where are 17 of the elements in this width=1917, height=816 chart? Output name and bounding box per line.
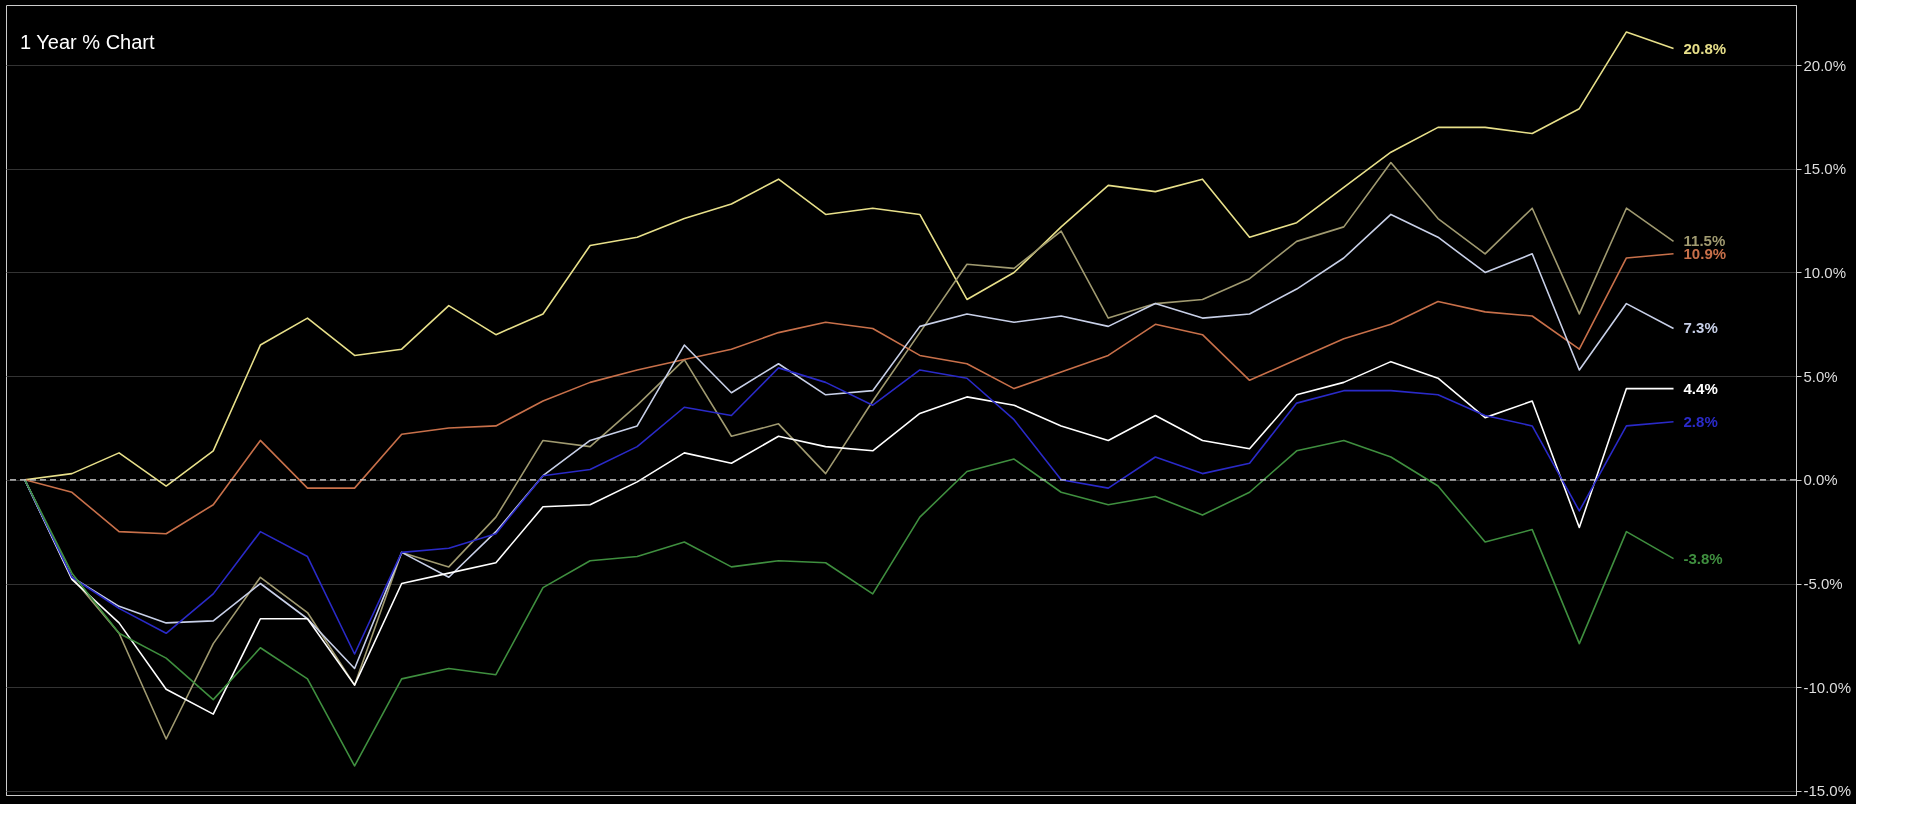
y-tick-label: -15.0%	[1803, 782, 1852, 800]
data-label: 2.8%	[1683, 412, 1718, 430]
y-tick-label: 15.0%	[1803, 160, 1847, 178]
y-tick-label: 0.0%	[1803, 471, 1838, 489]
y-tick-label: 10.0%	[1803, 263, 1847, 281]
y-tick-label: 5.0%	[1803, 367, 1838, 385]
data-label: 11.5%	[1683, 232, 1726, 250]
y-tick-label: -5.0%	[1803, 575, 1843, 592]
data-label: 20.8%	[1683, 39, 1727, 57]
data-label: -3.8%	[1683, 549, 1723, 567]
text: 1 Year % Chart	[20, 31, 155, 53]
line-series	[24, 439, 1675, 767]
data-label: 7.3%	[1683, 319, 1718, 337]
data-label: 4.4%	[1683, 379, 1718, 397]
y-tick-label: -10.0%	[1803, 678, 1852, 696]
line-series	[24, 253, 1675, 535]
y-tick-label: 20.0%	[1803, 56, 1847, 74]
